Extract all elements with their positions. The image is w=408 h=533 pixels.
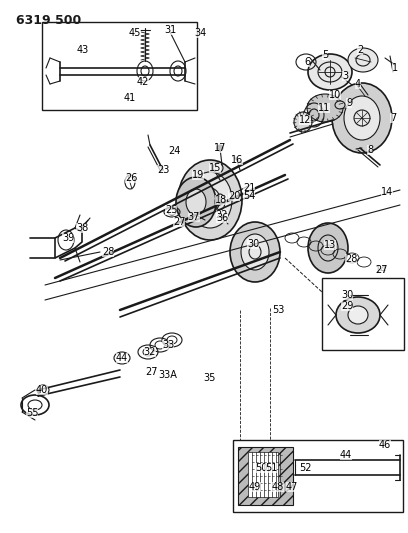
Text: 12: 12 — [299, 115, 311, 125]
Ellipse shape — [186, 189, 206, 215]
Text: 5: 5 — [322, 50, 328, 60]
Text: 2: 2 — [357, 45, 363, 55]
Text: 13: 13 — [324, 240, 336, 250]
Text: 14: 14 — [381, 187, 393, 197]
Text: 47: 47 — [286, 482, 298, 492]
Text: 18: 18 — [215, 195, 227, 205]
Ellipse shape — [178, 160, 242, 240]
Ellipse shape — [188, 172, 232, 228]
Text: 44: 44 — [340, 450, 352, 460]
Ellipse shape — [230, 222, 280, 282]
Text: 6: 6 — [304, 57, 310, 67]
Ellipse shape — [335, 101, 345, 109]
Text: 55: 55 — [26, 408, 38, 418]
Text: 33: 33 — [162, 340, 174, 350]
Text: 43: 43 — [77, 45, 89, 55]
Text: 34: 34 — [194, 28, 206, 38]
Ellipse shape — [332, 83, 392, 153]
Text: 20: 20 — [228, 191, 240, 201]
Text: 1: 1 — [392, 63, 398, 73]
Text: 6319 500: 6319 500 — [16, 14, 81, 27]
Text: 38: 38 — [76, 223, 88, 233]
Bar — [42, 22, 197, 110]
Bar — [248, 452, 278, 497]
Text: 28: 28 — [102, 247, 114, 257]
Text: 21: 21 — [243, 183, 255, 193]
Ellipse shape — [336, 297, 380, 333]
Text: 28: 28 — [345, 254, 357, 264]
Text: 37: 37 — [188, 212, 200, 222]
Ellipse shape — [308, 54, 352, 90]
Text: 17: 17 — [214, 143, 226, 153]
Text: 9: 9 — [346, 98, 352, 108]
Text: 42: 42 — [137, 77, 149, 87]
Text: 10: 10 — [329, 90, 341, 100]
Ellipse shape — [176, 177, 216, 227]
Text: 8: 8 — [367, 145, 373, 155]
Text: 54: 54 — [243, 191, 255, 201]
Text: 16: 16 — [231, 155, 243, 165]
Ellipse shape — [344, 96, 380, 140]
Text: 46: 46 — [379, 440, 391, 450]
Text: 4: 4 — [355, 79, 361, 89]
Text: 31: 31 — [164, 25, 176, 35]
Text: 53: 53 — [272, 305, 284, 315]
Text: 29: 29 — [341, 301, 353, 311]
Text: 41: 41 — [124, 93, 136, 103]
Text: 26: 26 — [125, 173, 137, 183]
Text: 30: 30 — [341, 290, 353, 300]
Text: 32: 32 — [144, 347, 156, 357]
Text: 23: 23 — [157, 165, 169, 175]
Ellipse shape — [348, 48, 378, 72]
Text: 22: 22 — [216, 210, 228, 220]
Text: 52: 52 — [299, 463, 311, 473]
Text: 50: 50 — [255, 463, 267, 473]
Text: 14: 14 — [375, 265, 387, 275]
Text: 35: 35 — [204, 373, 216, 383]
Text: 3: 3 — [342, 71, 348, 81]
Text: 44: 44 — [116, 353, 128, 363]
Text: 49: 49 — [249, 482, 261, 492]
Text: 27: 27 — [173, 217, 185, 227]
Text: 45: 45 — [129, 28, 141, 38]
Text: 24: 24 — [168, 146, 180, 156]
Ellipse shape — [308, 223, 348, 273]
Text: 30: 30 — [247, 239, 259, 249]
Text: 36: 36 — [216, 213, 228, 223]
Bar — [238, 447, 293, 505]
Text: 11: 11 — [318, 103, 330, 113]
Text: 25: 25 — [165, 205, 177, 215]
Ellipse shape — [241, 234, 269, 270]
Bar — [233, 440, 403, 512]
Text: 40: 40 — [36, 385, 48, 395]
Ellipse shape — [307, 94, 343, 122]
Text: 33A: 33A — [159, 370, 177, 380]
Text: 27: 27 — [146, 367, 158, 377]
Text: 27: 27 — [376, 265, 388, 275]
Ellipse shape — [348, 306, 368, 324]
Text: 15: 15 — [209, 163, 221, 173]
Ellipse shape — [294, 112, 312, 132]
Text: 51: 51 — [265, 463, 277, 473]
Bar — [322, 278, 404, 350]
Text: 19: 19 — [192, 170, 204, 180]
Text: 48: 48 — [272, 482, 284, 492]
Text: 7: 7 — [390, 113, 396, 123]
Ellipse shape — [217, 145, 223, 151]
Text: 39: 39 — [62, 233, 74, 243]
